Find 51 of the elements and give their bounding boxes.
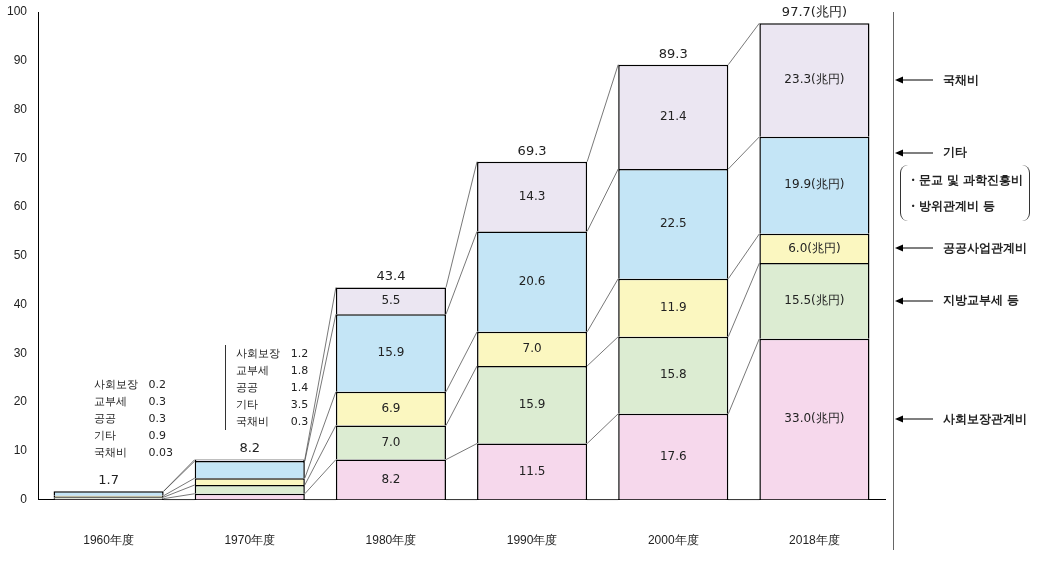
y-tick-label: 40 — [13, 296, 28, 311]
total-label: 43.4 — [376, 268, 406, 284]
annotation: 사회보장 0.2 교부세 0.3 공공 0.3 기타 0.9 국채비 0.03 — [93, 377, 174, 462]
data-label: 22.5 — [659, 215, 687, 230]
data-label: 5.5 — [381, 293, 401, 308]
y-tick-label: 60 — [13, 199, 28, 214]
data-label: 23.3(兆円) — [784, 72, 845, 87]
data-label: 20.6 — [518, 273, 546, 288]
text: 기타 — [943, 144, 967, 162]
data-label: 8.2 — [381, 471, 401, 486]
text: ・문교 및 과학진흥비 ・방위관계비 등 — [900, 164, 1031, 221]
y-tick-label: 90 — [13, 53, 28, 68]
text: 국채비 — [943, 71, 979, 89]
y-tick-label: 70 — [13, 150, 28, 165]
total-label: 97.7(兆円) — [781, 4, 847, 20]
y-tick-label: 30 — [13, 345, 28, 360]
x-tick-label: 1970年度 — [224, 533, 276, 548]
text: 지방교부세 등 — [943, 292, 1020, 310]
data-label: 15.5(兆円) — [784, 293, 845, 308]
data-label: 21.4 — [659, 108, 687, 123]
y-tick-label: 10 — [13, 443, 28, 458]
y-tick-label: 100 — [6, 4, 28, 19]
annotation: 사회보장 1.2 교부세 1.8 공공 1.4 기타 3.5 국채비 0.3 — [224, 344, 309, 430]
data-label: 11.5 — [518, 463, 546, 478]
data-label: 15.9 — [377, 345, 405, 360]
data-label: 14.3 — [518, 188, 546, 203]
y-tick-label: 20 — [13, 394, 28, 409]
data-label: 11.9 — [659, 299, 687, 314]
data-label: 15.8 — [659, 367, 687, 382]
total-label: 8.2 — [239, 440, 261, 456]
x-tick-label: 2018年度 — [789, 533, 840, 548]
x-tick-label: 1990年度 — [506, 533, 558, 548]
x-tick-label: 1980年度 — [365, 533, 417, 548]
y-tick-label: 0 — [20, 491, 28, 506]
data-label: 19.9(兆円) — [784, 177, 845, 192]
data-label: 7.0 — [522, 341, 542, 356]
x-tick-label: 1960年度 — [83, 533, 134, 548]
y-tick-label: 80 — [13, 101, 28, 116]
text: 사회보장관계비 — [943, 410, 1027, 428]
total-label: 89.3 — [658, 45, 688, 61]
data-label: 7.0 — [381, 434, 401, 449]
x-tick-label: 2000年度 — [647, 533, 699, 548]
data-label: 15.9 — [518, 396, 546, 411]
y-tick-label: 50 — [13, 248, 28, 263]
total-label: 1.7 — [98, 472, 119, 488]
data-label: 6.9 — [381, 400, 401, 415]
data-label: 17.6 — [659, 448, 687, 463]
data-label: 33.0(兆円) — [784, 411, 845, 426]
text: 공공사업관계비 — [943, 240, 1027, 257]
total-label: 69.3 — [517, 142, 547, 158]
data-label: 6.0(兆円) — [788, 240, 841, 255]
